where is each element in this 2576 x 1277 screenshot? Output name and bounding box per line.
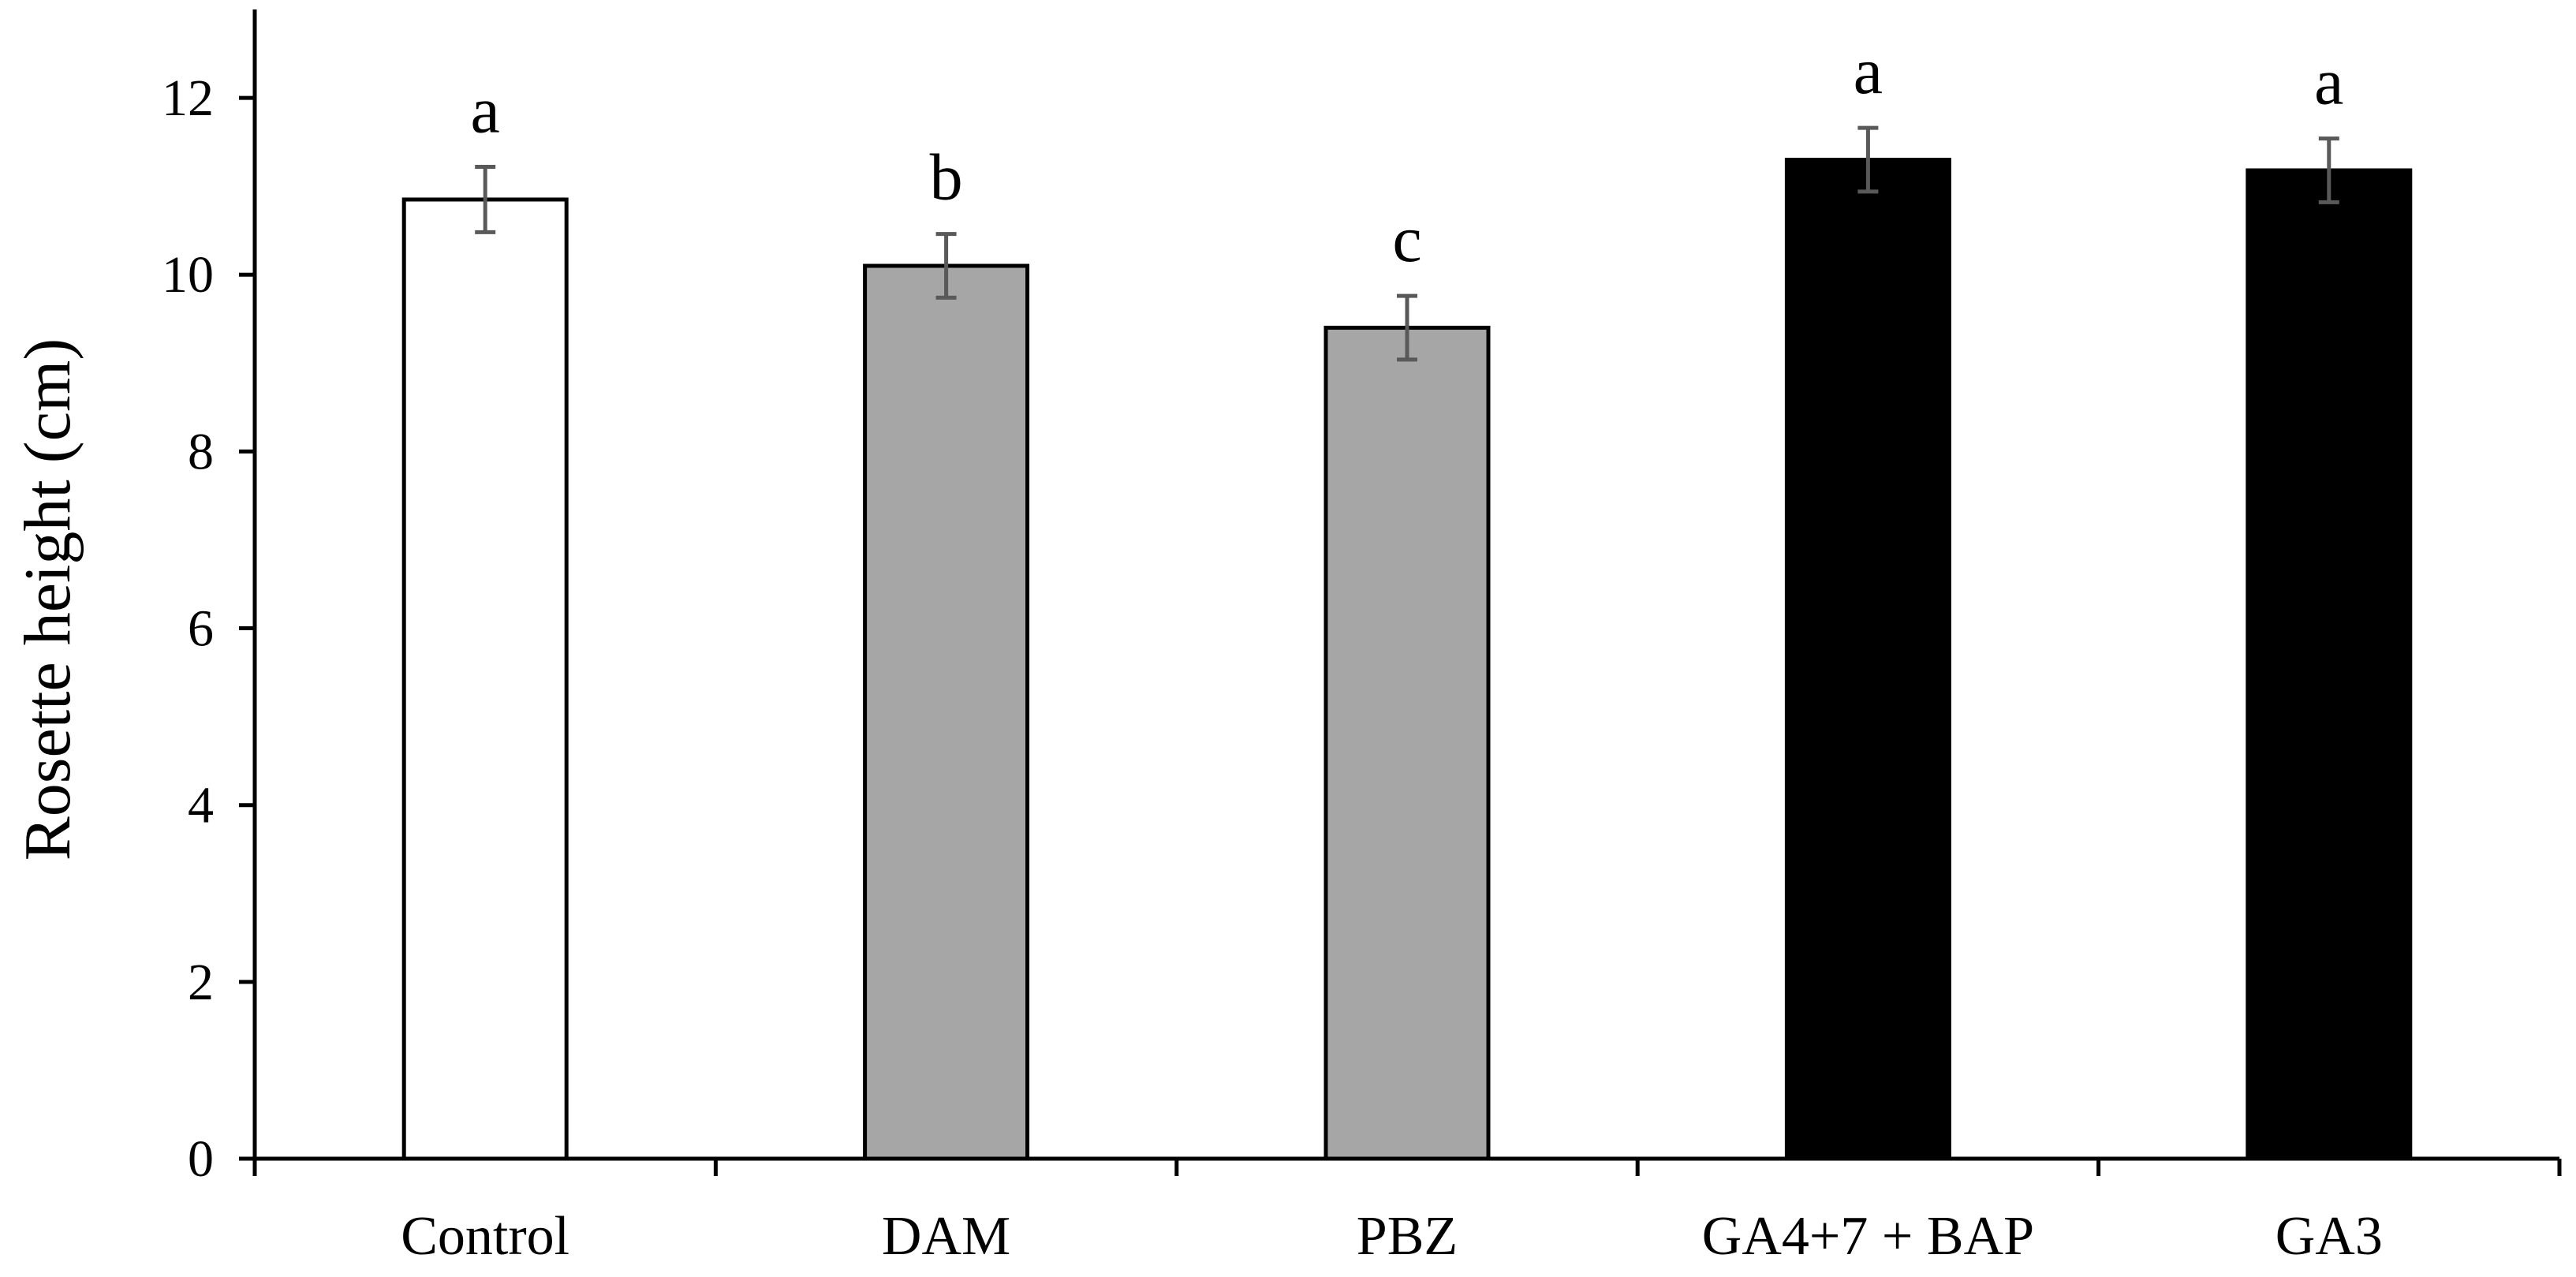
x-tick-label: GA3 [2275, 1206, 2383, 1267]
y-tick-label: 2 [188, 954, 214, 1011]
y-tick-label: 0 [188, 1130, 214, 1188]
y-tick-label: 8 [188, 423, 214, 480]
plot-area: a b c a a 0 2 4 6 8 10 12 Control DAM PBZ GA4+7 + BAP GA… [162, 9, 2562, 1267]
significance-letter: a [1854, 35, 1883, 108]
significance-letter: c [1392, 203, 1421, 276]
y-tick-label: 4 [188, 777, 214, 835]
bar-control [401, 197, 569, 1161]
y-axis-title-group: Rosette height (cm) [11, 338, 84, 861]
significance-letter: a [471, 73, 500, 147]
significance-letter: a [2314, 46, 2343, 119]
x-tick-label: DAM [882, 1206, 1010, 1267]
y-tick-label: 10 [162, 246, 214, 304]
y-axis-title: Rosette height (cm) [11, 338, 84, 861]
bar-ga3 [2246, 168, 2413, 1161]
bar-ga4-7-bap [1784, 158, 1951, 1161]
y-tick-label: 12 [162, 69, 214, 127]
bar-pbz [1323, 325, 1491, 1161]
x-tick-label: Control [401, 1206, 569, 1267]
x-tick-label: PBZ [1357, 1206, 1458, 1267]
significance-letter: b [930, 141, 963, 215]
bar-dam [863, 263, 1030, 1161]
y-tick-label: 6 [188, 600, 214, 658]
x-tick-label: GA4+7 + BAP [1702, 1206, 2034, 1267]
